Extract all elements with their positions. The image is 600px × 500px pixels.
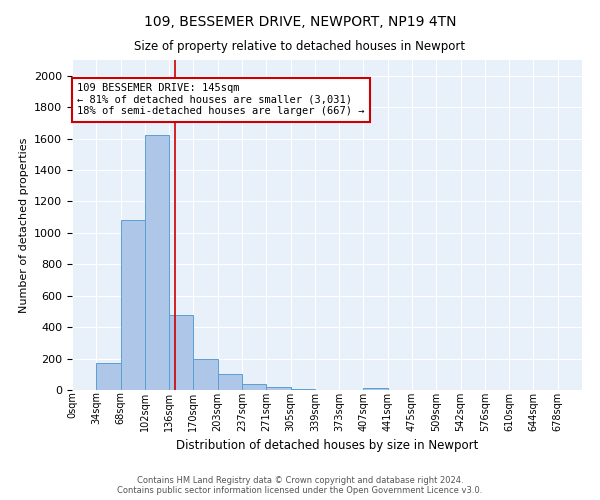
Bar	[290, 389, 315, 390]
Bar	[242, 384, 266, 390]
Bar	[169, 314, 193, 390]
Text: Size of property relative to detached houses in Newport: Size of property relative to detached ho…	[134, 40, 466, 53]
Bar	[193, 358, 218, 390]
Bar	[121, 220, 145, 390]
Y-axis label: Number of detached properties: Number of detached properties	[19, 138, 29, 312]
Text: 109, BESSEMER DRIVE, NEWPORT, NP19 4TN: 109, BESSEMER DRIVE, NEWPORT, NP19 4TN	[144, 15, 456, 29]
Bar	[218, 374, 242, 390]
Text: Contains HM Land Registry data © Crown copyright and database right 2024.
Contai: Contains HM Land Registry data © Crown c…	[118, 476, 482, 495]
Bar	[96, 364, 121, 390]
X-axis label: Distribution of detached houses by size in Newport: Distribution of detached houses by size …	[176, 439, 478, 452]
Bar	[266, 387, 290, 390]
Text: 109 BESSEMER DRIVE: 145sqm
← 81% of detached houses are smaller (3,031)
18% of s: 109 BESSEMER DRIVE: 145sqm ← 81% of deta…	[77, 83, 365, 116]
Bar	[145, 136, 169, 390]
Bar	[364, 388, 388, 390]
